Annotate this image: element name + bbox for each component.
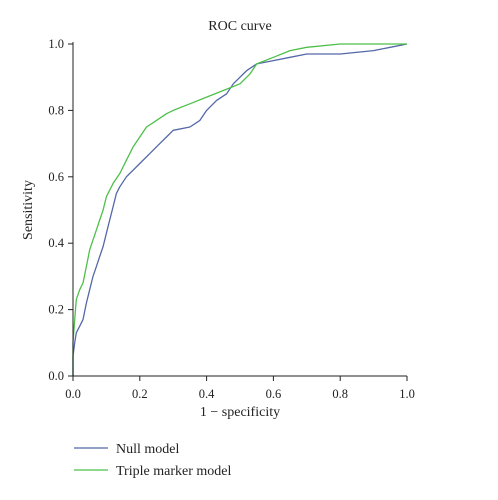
y-tick-label: 0.4	[48, 236, 64, 250]
x-tick-label: 0.2	[132, 387, 148, 401]
legend: Null model Triple marker model	[74, 442, 231, 479]
y-axis-ticks: 0.0 0.2 0.4 0.6 0.8 1.0	[48, 37, 73, 383]
legend-label: Null model	[116, 442, 179, 457]
y-tick-label: 0.6	[48, 170, 64, 184]
series-line-triple-marker-model	[72, 43, 407, 376]
y-tick-label: 0.8	[48, 103, 64, 117]
x-tick-label: 0.8	[332, 387, 348, 401]
x-tick-label: 0.0	[65, 387, 81, 401]
x-tick-label: 1.0	[399, 387, 415, 401]
legend-label: Triple marker model	[116, 464, 231, 479]
y-tick-label: 0.0	[48, 369, 64, 383]
y-tick-label: 0.2	[48, 303, 64, 317]
x-tick-label: 0.4	[199, 387, 215, 401]
y-axis-label: Sensitivity	[21, 180, 36, 240]
x-axis-label: 1 − specificity	[200, 405, 280, 420]
x-axis-ticks: 0.0 0.2 0.4 0.6 0.8 1.0	[65, 376, 415, 401]
series-line-null-model	[72, 43, 408, 376]
y-tick-label: 1.0	[48, 37, 64, 51]
chart-title: ROC curve	[208, 19, 271, 34]
plot-lines	[72, 43, 408, 376]
axes	[72, 42, 407, 377]
x-tick-label: 0.6	[266, 387, 282, 401]
